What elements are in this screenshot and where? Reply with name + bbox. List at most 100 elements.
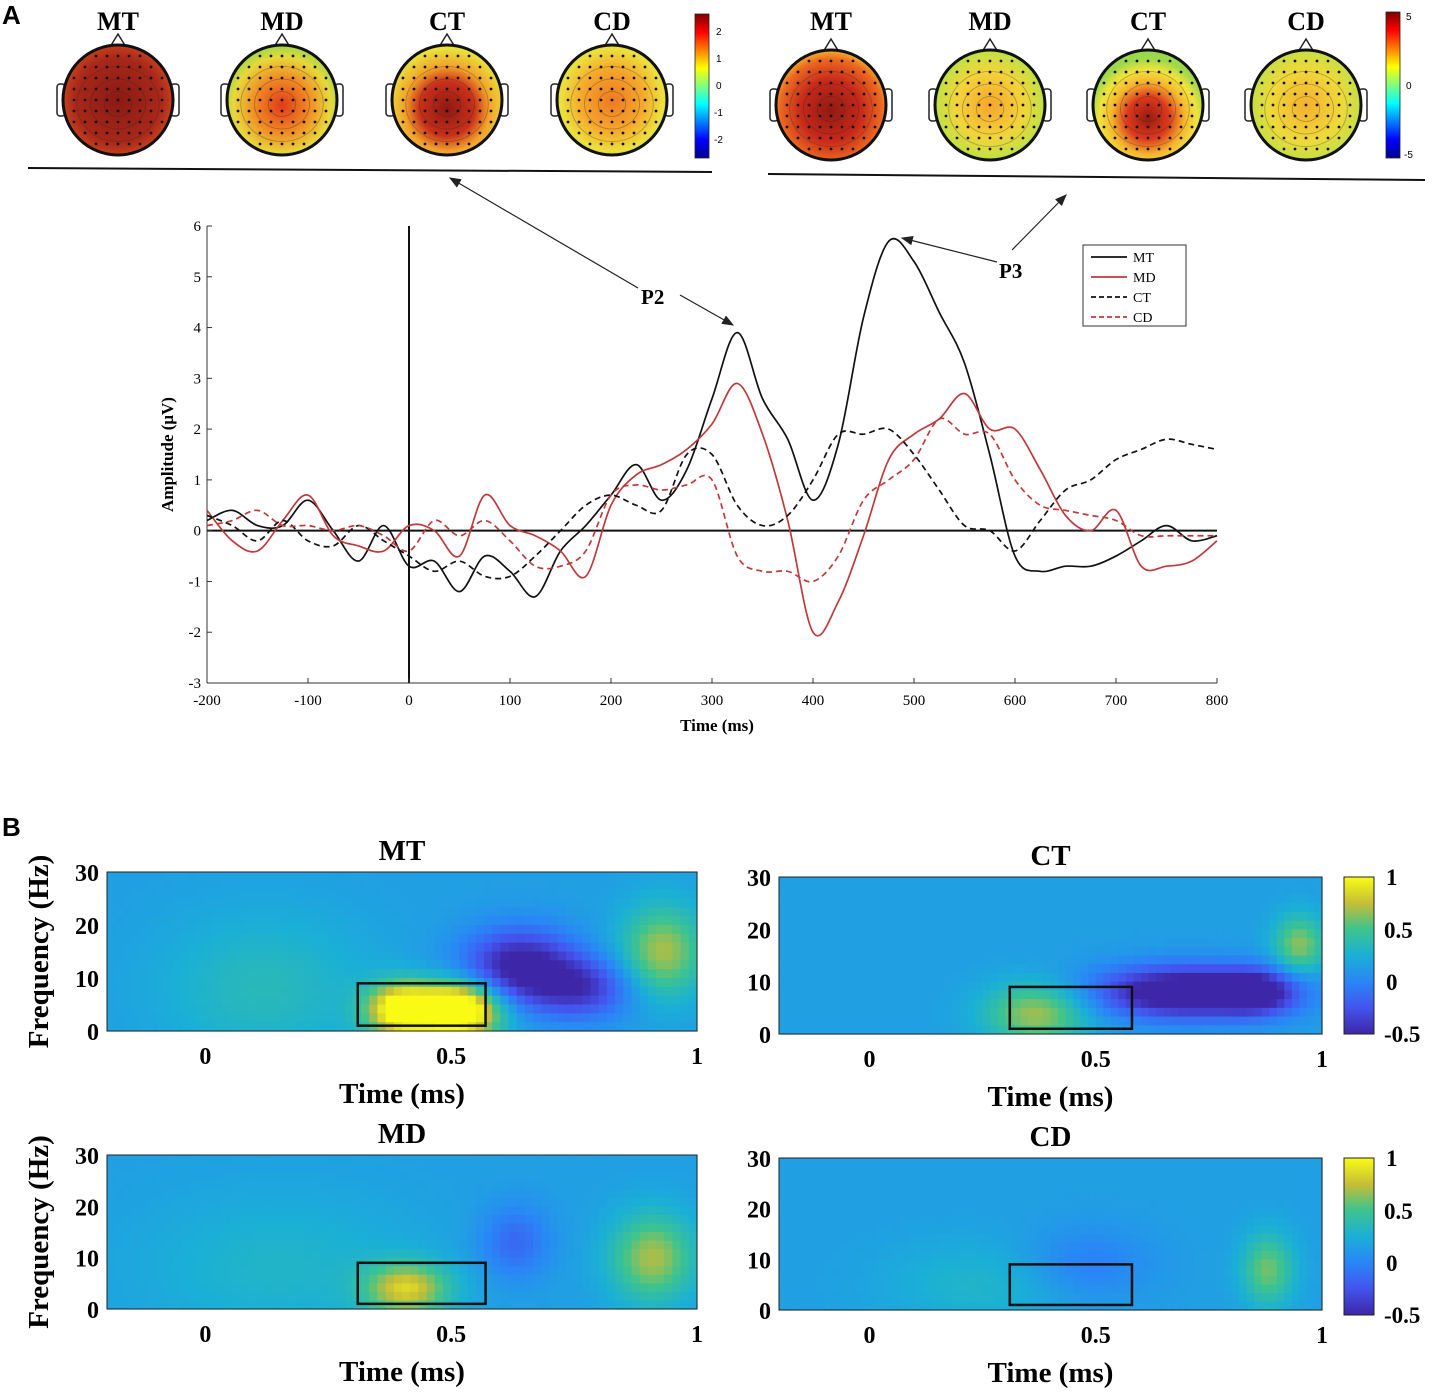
heatmap-cell <box>1246 1166 1255 1176</box>
electrode-dot <box>851 125 855 129</box>
heatmap-cell <box>303 978 313 988</box>
heatmap-cell <box>393 1163 403 1173</box>
heatmap-cell <box>1291 894 1300 904</box>
electrode-dot <box>610 87 614 91</box>
heatmap-cell <box>238 995 247 1006</box>
heatmap-cell <box>809 981 818 991</box>
heatmap-cell <box>1223 999 1233 1009</box>
heatmap-cell <box>361 1197 370 1207</box>
heatmap-cell <box>516 1223 526 1233</box>
heatmap-cell <box>590 1274 600 1284</box>
heatmap-cell <box>639 1163 649 1173</box>
heatmap-cell <box>410 942 419 953</box>
heatmap-cell <box>524 880 534 891</box>
x-axis-label: Time (ms) <box>988 1081 1114 1113</box>
heatmap-cell <box>246 1249 256 1259</box>
heatmap-cell <box>295 1300 305 1310</box>
heatmap-cell <box>582 1013 592 1023</box>
electrode-dot <box>1146 125 1150 129</box>
heatmap-cell <box>1110 990 1119 1000</box>
heatmap-cell <box>1178 1025 1187 1035</box>
heatmap-cell <box>794 903 803 913</box>
electrode-dot <box>83 76 87 80</box>
heatmap-cell <box>615 880 624 891</box>
heatmap-cell <box>328 1180 338 1190</box>
heatmap-cell <box>1246 877 1255 887</box>
heatmap-cell <box>180 1189 190 1199</box>
heatmap-cell <box>287 916 297 926</box>
heatmap-cell <box>197 1004 206 1014</box>
heatmap-cell <box>303 925 313 935</box>
heatmap-cell <box>262 1274 272 1284</box>
electrode-dot <box>1010 147 1014 151</box>
heatmap-cell <box>1314 1025 1323 1035</box>
heatmap-cell <box>582 1189 592 1199</box>
heatmap-cell <box>794 929 803 939</box>
heatmap-cell <box>574 1240 583 1250</box>
heatmap-cell <box>680 942 690 953</box>
y-tick-label: 1 <box>194 473 202 489</box>
heatmap-cell <box>914 877 923 887</box>
heatmap-cell <box>418 1163 428 1173</box>
heatmap-cell <box>131 1013 141 1023</box>
heatmap-cell <box>1156 885 1165 896</box>
electrode-dot <box>434 76 438 80</box>
heatmap-cell <box>688 1189 698 1199</box>
heatmap-cell <box>1095 955 1104 965</box>
heatmap-cell <box>824 929 833 939</box>
heatmap-cell <box>960 1191 969 1201</box>
heatmap-cell <box>147 995 157 1006</box>
heatmap-cell <box>1246 946 1255 957</box>
heatmap-cell <box>929 1016 938 1026</box>
heatmap-cell <box>295 1197 305 1207</box>
heatmap-cell <box>907 911 916 922</box>
heatmap-cell <box>205 898 215 908</box>
electrode-dot <box>445 131 449 135</box>
heatmap-cell <box>574 880 583 891</box>
heatmap-cell <box>639 1022 649 1032</box>
heatmap-cell <box>107 978 116 988</box>
heatmap-cell <box>221 1232 231 1242</box>
heatmap-cell <box>1042 990 1052 1000</box>
heatmap-cell <box>631 907 641 917</box>
heatmap-cell <box>541 1214 551 1225</box>
heatmap-cell <box>1148 1025 1157 1035</box>
heatmap-cell <box>623 1013 633 1023</box>
electrode-dot <box>1113 81 1117 85</box>
heatmap-cell <box>656 1283 665 1293</box>
heatmap-cell <box>311 978 321 988</box>
electrode-dot <box>1102 125 1106 129</box>
heatmap-cell <box>459 872 469 882</box>
heatmap-cell <box>929 946 938 957</box>
heatmap-cell <box>574 1013 583 1023</box>
heatmap-cell <box>1118 964 1127 974</box>
heatmap-cell <box>172 978 182 988</box>
electrode-dot <box>840 125 844 129</box>
heatmap-cell <box>831 1025 840 1035</box>
electrode-dot <box>1315 136 1319 140</box>
heatmap-cell <box>779 1007 788 1018</box>
heatmap-cell <box>1156 946 1165 957</box>
heatmap-cell <box>688 889 698 900</box>
heatmap-cell <box>565 1274 575 1284</box>
heatmap-cell <box>369 1240 379 1250</box>
heatmap-cell <box>1231 1158 1240 1168</box>
heatmap-cell <box>565 933 575 944</box>
heatmap-cell <box>907 1007 916 1018</box>
heatmap-cell <box>483 1291 493 1302</box>
heatmap-cell <box>377 1214 387 1225</box>
heatmap-cell <box>631 1214 641 1225</box>
heatmap-cell <box>328 933 338 944</box>
heatmap-cell <box>213 960 223 970</box>
heatmap-cell <box>107 1257 116 1267</box>
heatmap-cell <box>1050 1183 1059 1193</box>
electrode-dot <box>988 136 992 140</box>
heatmap-cell <box>1201 1016 1210 1026</box>
heatmap-cell <box>1095 877 1104 887</box>
heatmap-cell <box>549 872 559 882</box>
heatmap-cell <box>861 1191 871 1201</box>
heatmap-cell <box>929 920 938 930</box>
heatmap-cell <box>914 1158 923 1168</box>
heatmap-cell <box>467 898 477 908</box>
heatmap-cell <box>922 981 931 991</box>
